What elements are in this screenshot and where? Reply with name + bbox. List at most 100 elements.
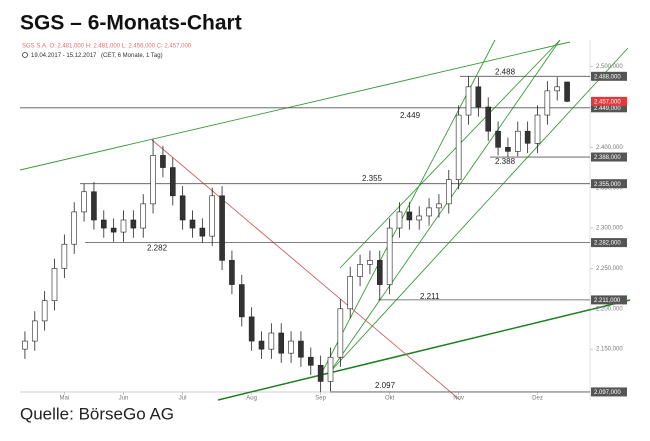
candle-body	[71, 211, 78, 245]
candle-body	[258, 340, 265, 350]
period: 19.04.2017 - 15.12.2017	[31, 53, 97, 59]
level-box-label: 2.097,000	[594, 390, 621, 396]
candle-body	[367, 260, 373, 265]
candle-body	[347, 276, 354, 310]
trend-lines	[19, 39, 631, 401]
level-box-label: 2.388,000	[594, 155, 621, 161]
candle-body	[278, 332, 285, 354]
trend-line	[19, 41, 571, 171]
level-box	[591, 238, 627, 248]
x-tick-label: Jun	[119, 396, 129, 402]
candle-body	[544, 90, 551, 116]
candle-body	[436, 203, 442, 209]
x-tick-label: Mai	[60, 396, 70, 402]
y-tick-label: 2.400,000	[596, 145, 623, 151]
candle-body	[100, 219, 107, 229]
candle-body	[238, 284, 245, 318]
candle-body	[307, 356, 314, 366]
candle-body	[248, 316, 255, 342]
level-label: 2.449	[400, 111, 421, 120]
candle-body	[150, 155, 156, 205]
level-box	[591, 152, 627, 162]
clock-icon	[22, 52, 28, 58]
info-line: SGS S.A. O: 2.481,000 H: 2.481,000 L: 2.…	[22, 44, 192, 50]
candle-body	[110, 227, 117, 233]
x-tick-label: Aug	[246, 396, 257, 402]
level-label: 2.488	[495, 67, 516, 76]
candle-body	[91, 191, 97, 221]
candle-body	[406, 211, 413, 221]
level-box-label: 2.211,000	[594, 298, 621, 304]
candle-body	[288, 340, 294, 354]
trend-line	[329, 47, 629, 373]
level-box-label: 2.355,000	[594, 182, 621, 188]
last-price-box	[591, 96, 627, 106]
candle-body	[554, 86, 561, 92]
candle-body	[445, 179, 452, 205]
level-label: 2.282	[147, 244, 168, 253]
candle-body	[189, 219, 196, 229]
candle-body	[41, 300, 48, 322]
candle-body	[357, 264, 363, 277]
x-tick-label: Dez	[532, 396, 543, 402]
candle-body	[61, 243, 68, 269]
candle-body	[130, 219, 137, 229]
trend-line	[217, 299, 631, 401]
level-label: 2.097	[375, 381, 396, 390]
level-box	[591, 71, 627, 81]
candle-body	[179, 195, 186, 221]
level-box-label: 2.449,000	[594, 106, 621, 112]
level-label: 2.388	[495, 157, 516, 166]
candle-body	[534, 114, 541, 144]
level-box	[591, 103, 627, 113]
candle-body	[317, 364, 324, 382]
level-label: 2.211	[420, 292, 440, 301]
y-tick-label: 2.200,000	[596, 306, 623, 312]
candle-body	[376, 260, 383, 285]
x-tick-label: Sep	[315, 396, 326, 402]
candle-body	[426, 207, 432, 217]
candle-body	[465, 86, 472, 116]
candle-body	[455, 114, 462, 180]
level-label: 2.355	[362, 174, 383, 183]
candle-body	[505, 147, 511, 152]
candle-body	[485, 106, 492, 132]
last-price-label: 2.457,000	[594, 99, 621, 105]
candle-body	[337, 308, 344, 358]
y-tick-label: 2.250,000	[596, 266, 623, 272]
candle-body	[268, 332, 275, 350]
candle-body	[327, 356, 334, 382]
candle-body	[495, 130, 501, 148]
trend-line	[339, 39, 561, 269]
candle-body	[120, 219, 127, 233]
candle-body	[51, 268, 58, 302]
trend-line	[317, 39, 496, 381]
candle-body	[169, 167, 176, 197]
x-tick-label: Jul	[179, 396, 187, 402]
candle-body	[22, 340, 28, 350]
candle-body	[396, 211, 403, 229]
level-box-label: 2.488,000	[594, 74, 621, 80]
candle-body	[298, 340, 304, 358]
candle-body	[416, 215, 423, 221]
candle-body	[160, 155, 166, 168]
candle-body	[524, 130, 531, 144]
candle-body	[386, 227, 393, 285]
candle-body	[199, 227, 206, 237]
y-tick-label: 2.150,000	[596, 347, 623, 353]
candle-body	[81, 191, 87, 213]
level-box-label: 2.282,000	[594, 241, 621, 247]
y-tick-label: 2.350,000	[596, 185, 623, 191]
level-box	[591, 295, 627, 305]
y-tick-label: 2.500,000	[596, 64, 623, 70]
level-box	[591, 179, 627, 189]
source: Quelle: BörseGo AG	[20, 404, 174, 423]
chart-title: SGS – 6-Monats-Chart	[20, 12, 242, 35]
candle-body	[514, 130, 521, 152]
candle-body	[140, 203, 147, 229]
period-note: (CET, 6 Monate, 1 Tag)	[101, 53, 163, 59]
trend-line	[151, 139, 461, 401]
candle-body	[209, 195, 216, 237]
x-tick-label: Nov	[453, 396, 464, 402]
